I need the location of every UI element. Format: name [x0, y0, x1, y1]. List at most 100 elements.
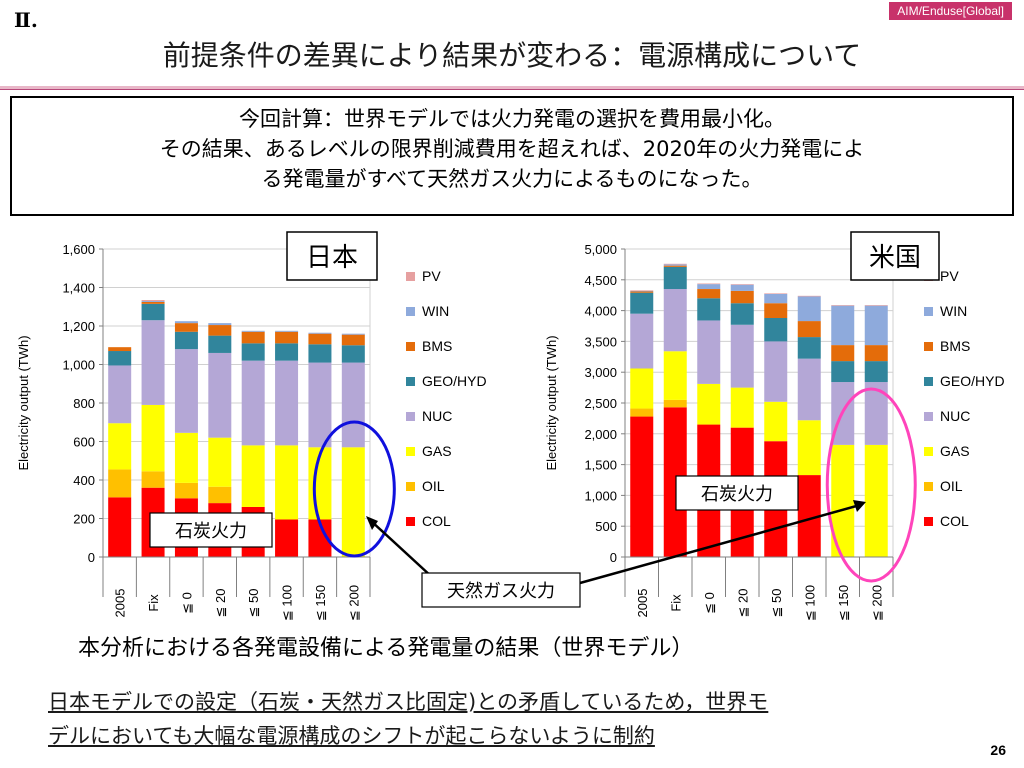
- bar-segment-bms: [730, 290, 754, 304]
- bar-segment-pv: [764, 293, 788, 294]
- summary-line-3: る発電量がすべて天然ガス火力によるものになった。: [261, 167, 763, 191]
- y-tick-label: 1,200: [62, 319, 95, 334]
- legend-label: OIL: [422, 478, 445, 494]
- bar-segment-win: [764, 293, 788, 304]
- bar-segment-pv: [697, 283, 721, 285]
- country-label-box: [850, 231, 940, 281]
- bar-segment-win: [141, 300, 165, 302]
- y-tick-label: 2,500: [584, 396, 617, 411]
- bar-segment-nuc: [208, 352, 232, 438]
- bar-segment-bms: [275, 331, 299, 344]
- legend-swatch-win: [924, 307, 933, 316]
- bar-segment-bms: [697, 289, 721, 299]
- bar-segment-bms: [174, 323, 198, 332]
- bar-segment-nuc: [275, 360, 299, 446]
- bar-segment-win: [174, 321, 198, 324]
- legend-swatch-win: [406, 307, 415, 316]
- x-tick-label: ≦ 100: [802, 585, 817, 621]
- bar-segment-geo-hyd: [141, 303, 165, 321]
- legend-label: WIN: [422, 303, 449, 319]
- legend-label: BMS: [940, 338, 970, 354]
- natgas-callout-box: [421, 572, 581, 608]
- bar-segment-win: [663, 264, 687, 266]
- bar-segment-gas: [208, 437, 232, 487]
- legend-label: GEO/HYD: [940, 373, 1005, 389]
- country-label: 日本: [306, 243, 358, 273]
- note-line-1: 日本モデルでの設定（石炭・天然ガス比固定)との矛盾しているため，世界モ: [48, 690, 769, 714]
- x-tick-label: ≦ 150: [836, 585, 851, 621]
- y-tick-label: 4,000: [584, 304, 617, 319]
- legend-label: GAS: [940, 443, 970, 459]
- bar-segment-gas: [275, 445, 299, 520]
- bar-segment-geo-hyd: [797, 337, 821, 359]
- bar-segment-col: [108, 497, 132, 557]
- y-tick-label: 3,500: [584, 334, 617, 349]
- y-tick-label: 1,000: [584, 488, 617, 503]
- bar-segment-pv: [864, 305, 888, 306]
- arrow-line-japan: [369, 519, 433, 578]
- bar-segment-col: [797, 475, 821, 557]
- y-tick-label: 2,000: [584, 427, 617, 442]
- bar-segment-pv: [663, 263, 687, 265]
- x-tick-label: ≦ 100: [280, 585, 295, 621]
- bar-segment-oil: [663, 399, 687, 408]
- y-tick-label: 1,600: [62, 242, 95, 257]
- bar-segment-geo-hyd: [697, 298, 721, 321]
- bar-segment-nuc: [663, 289, 687, 352]
- bar-segment-geo-hyd: [108, 351, 132, 366]
- arrow-head-japan: [366, 516, 378, 530]
- bar-segment-pv: [730, 284, 754, 285]
- bar-segment-gas: [630, 368, 654, 409]
- legend-swatch-gas: [924, 447, 933, 456]
- bar-segment-geo-hyd: [341, 345, 365, 363]
- coal-callout-label: 石炭火力: [701, 484, 773, 505]
- bar-segment-bms: [241, 331, 265, 344]
- note-line-2: デルにおいても大幅な電源構成のシフトが起こらないように制約: [48, 724, 655, 748]
- bar-segment-nuc: [764, 341, 788, 402]
- legend-label: NUC: [940, 408, 970, 424]
- legend-label: PV: [422, 268, 441, 284]
- chart-area: 0 200 400 600 800 1,000 1,200 1,400 1,600 2005 Fix…: [16, 231, 1005, 621]
- bar-segment-geo-hyd: [308, 344, 332, 363]
- y-axis-title: Electricity output (TWh): [16, 335, 31, 470]
- bar-segment-gas: [241, 445, 265, 507]
- y-tick-label: 5,000: [584, 242, 617, 257]
- bar-segment-win: [730, 284, 754, 291]
- bar-segment-pv: [141, 300, 165, 301]
- bar-segment-oil: [108, 469, 132, 498]
- legend-swatch-nuc: [406, 412, 415, 421]
- bar-segment-nuc: [308, 362, 332, 448]
- arrow-head-us: [853, 500, 866, 512]
- y-axis-title: Electricity output (TWh): [544, 335, 559, 470]
- bar-segment-win: [308, 332, 332, 334]
- coal-callout-box: [675, 475, 799, 511]
- x-tick-label: ≦ 50: [769, 589, 784, 618]
- bar-segment-gas: [831, 444, 855, 557]
- section-number: Ⅱ.: [14, 8, 38, 32]
- bar-segment-bms: [864, 345, 888, 362]
- x-tick-label: ≦ 20: [213, 589, 228, 618]
- bar-segment-geo-hyd: [241, 343, 265, 361]
- y-tick-label: 800: [73, 396, 95, 411]
- legend-swatch-bms: [924, 342, 933, 351]
- x-tick-label: 2005: [113, 589, 128, 618]
- bar-segment-bms: [108, 347, 132, 352]
- bar-segment-gas: [141, 404, 165, 472]
- bar-segment-gas: [730, 387, 754, 428]
- model-tag: AIM/Enduse[Global]: [889, 2, 1012, 20]
- bar-segment-geo-hyd: [663, 266, 687, 290]
- y-tick-label: 0: [88, 550, 95, 565]
- legend-swatch-oil: [406, 482, 415, 491]
- bar-segment-pv: [831, 305, 855, 306]
- natgas-callout-label: 天然ガス火力: [447, 581, 555, 602]
- legend-label: COL: [422, 513, 451, 529]
- x-tick-label: ≦ 0: [702, 592, 717, 614]
- bar-segment-gas: [174, 432, 198, 483]
- legend-swatch-gas: [406, 447, 415, 456]
- bar-segment-oil: [208, 486, 232, 504]
- y-tick-label: 4,500: [584, 273, 617, 288]
- legend-swatch-geo-hyd: [406, 377, 415, 386]
- bar-segment-nuc: [697, 320, 721, 384]
- bar-segment-win: [831, 305, 855, 346]
- bar-segment-geo-hyd: [730, 303, 754, 325]
